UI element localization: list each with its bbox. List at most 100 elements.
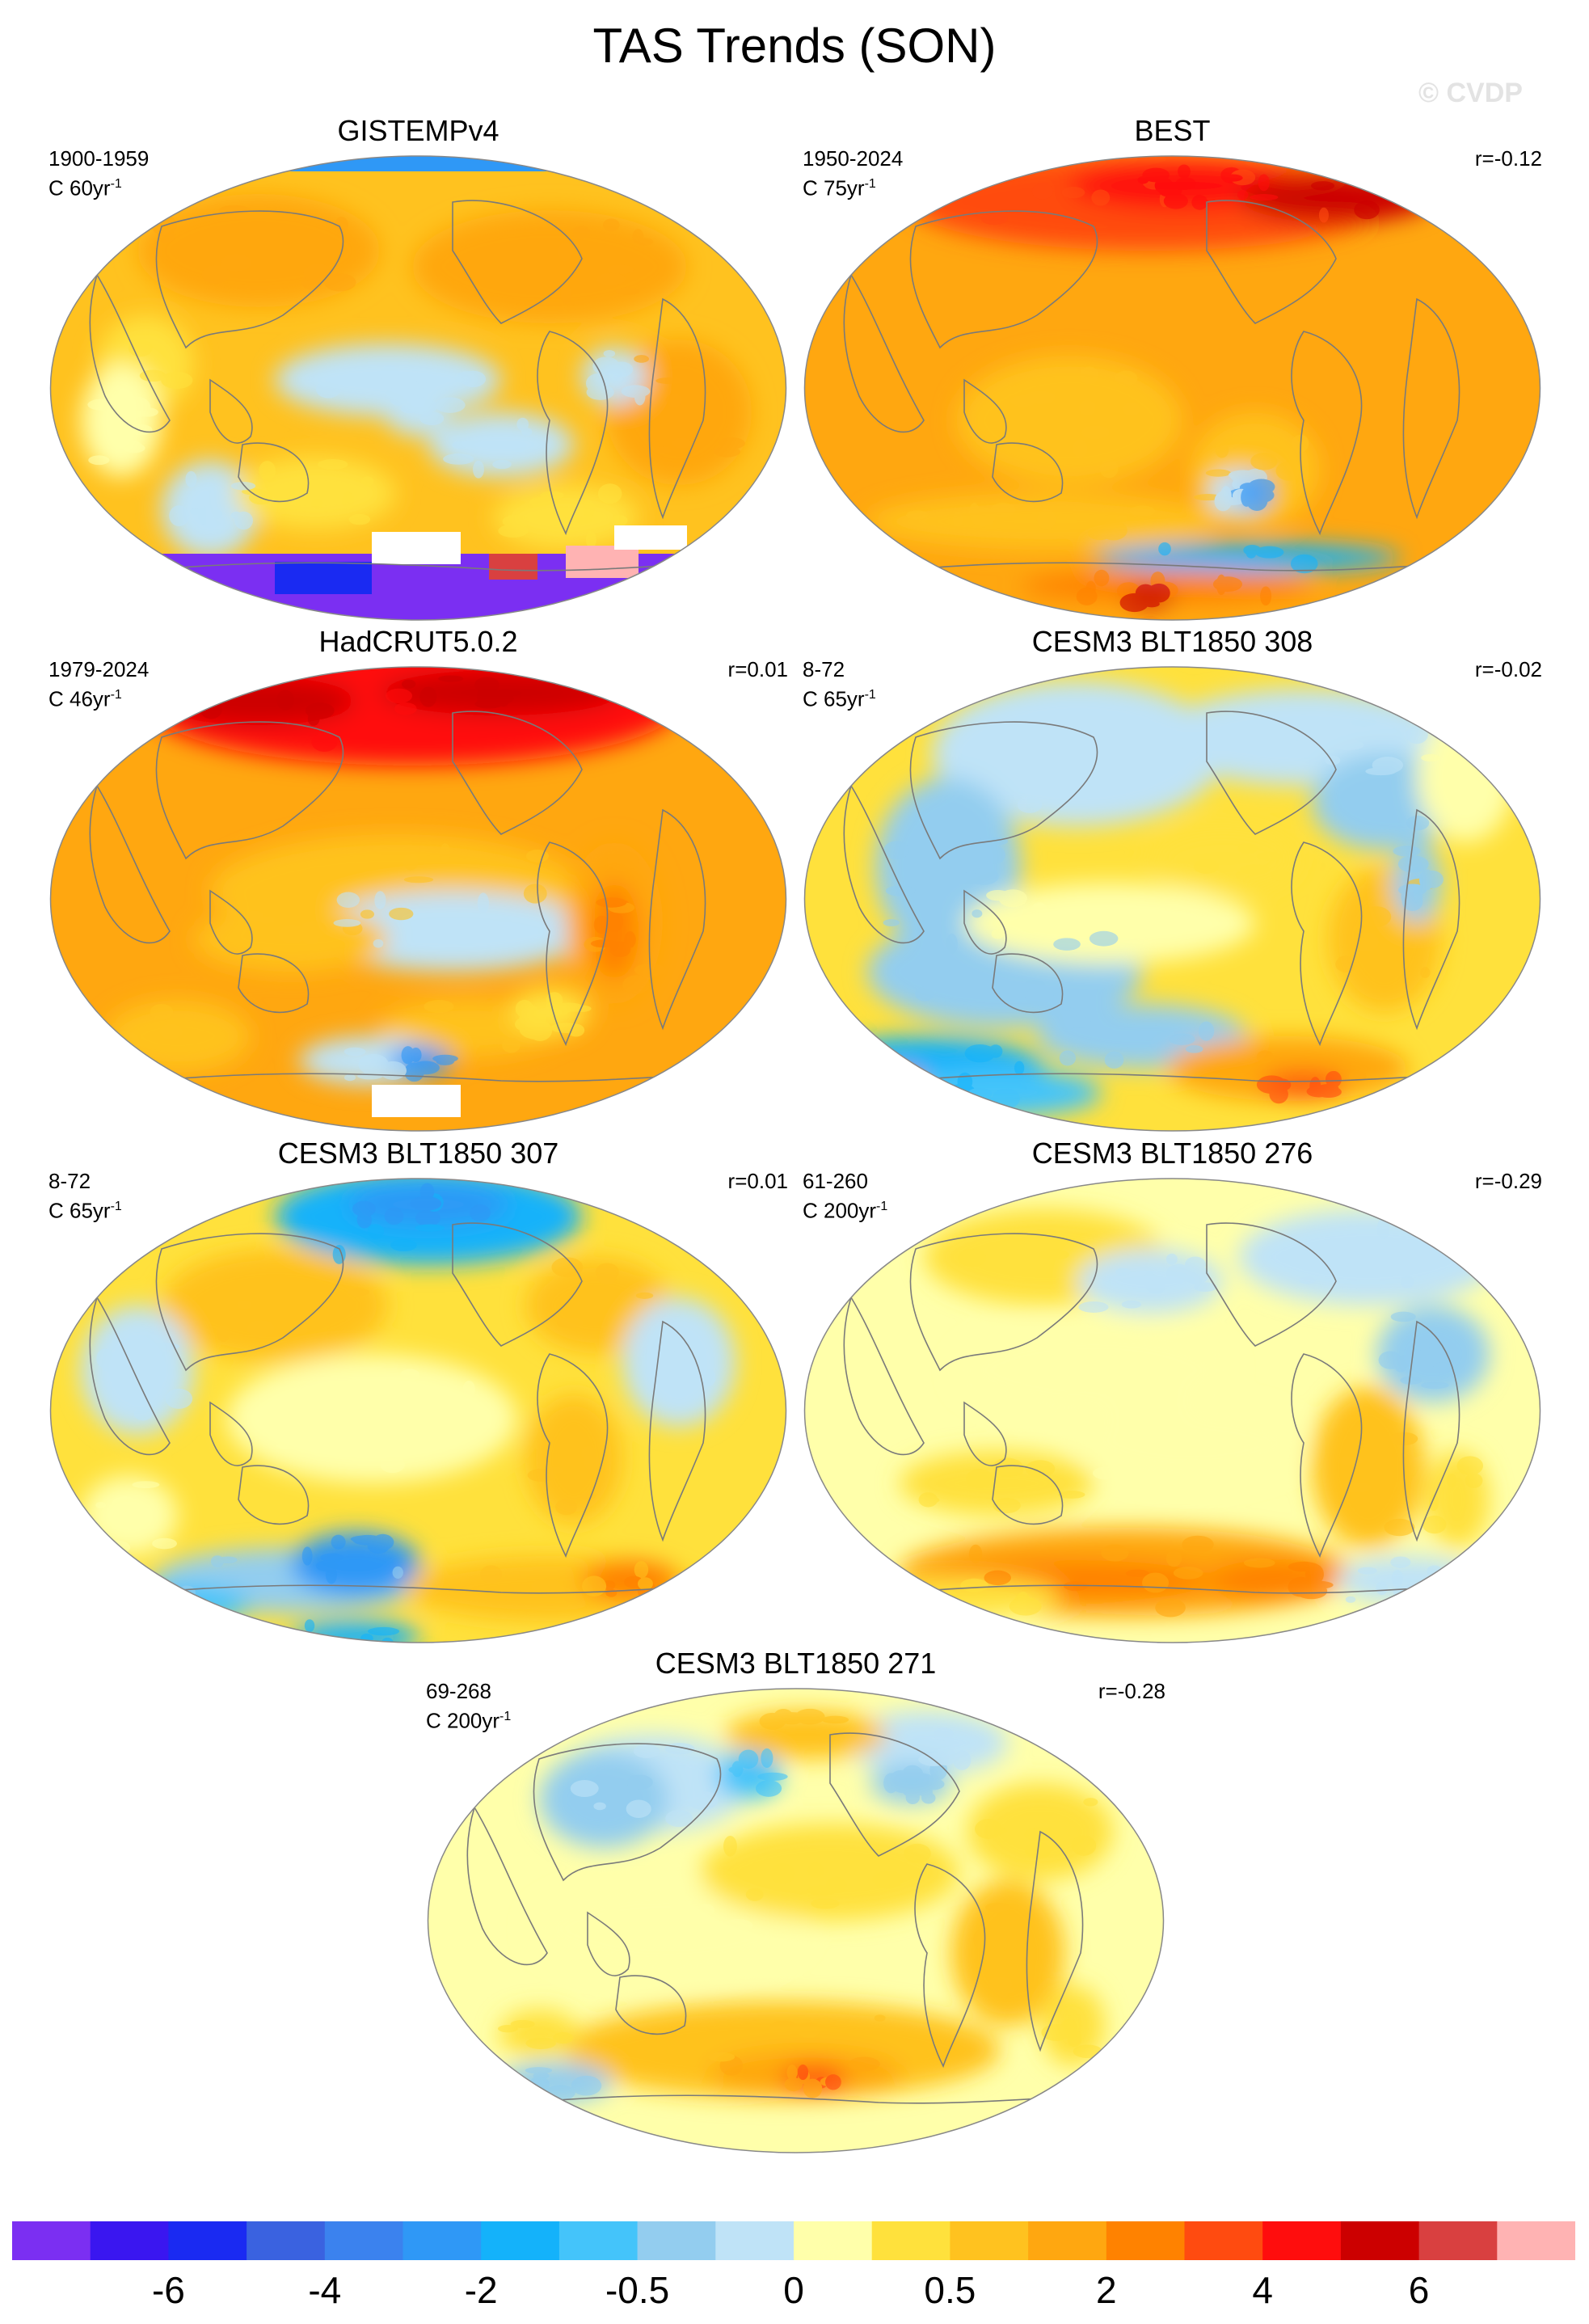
- trend-speckle: [1268, 1077, 1284, 1098]
- trend-speckle: [966, 1468, 993, 1489]
- colorbar: [12, 2221, 1575, 2260]
- map-field: [804, 667, 1541, 1131]
- trend-speckle: [593, 1802, 606, 1811]
- trend-speckle: [311, 732, 338, 752]
- panel-title: BEST: [1134, 114, 1211, 147]
- trend-speckle: [400, 1369, 420, 1381]
- trend-speckle: [1115, 514, 1128, 523]
- trend-speckle: [1220, 486, 1232, 507]
- trend-speckle: [980, 213, 1008, 226]
- trend-speckle: [560, 286, 572, 305]
- map-field: [804, 1179, 1541, 1643]
- panel-title: HadCRUT5.0.2: [318, 625, 518, 658]
- coastline: [1206, 711, 1337, 835]
- trend-region: [315, 891, 590, 972]
- trend-speckle: [415, 1209, 441, 1227]
- trend-speckle: [525, 2037, 556, 2050]
- trend-speckle: [1123, 402, 1140, 416]
- trend-speckle: [318, 459, 348, 470]
- panel-title: CESM3 BLT1850 276: [1031, 1137, 1313, 1170]
- trend-speckle: [1325, 1070, 1342, 1088]
- colorbar-swatch: [871, 2221, 950, 2260]
- trend-speckle: [1372, 757, 1404, 774]
- trend-speckle: [529, 497, 551, 508]
- trend-speckle: [357, 1072, 383, 1080]
- panel-title: CESM3 BLT1850 308: [1031, 625, 1313, 658]
- trend-speckle: [1009, 1596, 1042, 1616]
- trend-speckle: [1419, 1339, 1430, 1358]
- trend-speckle: [666, 393, 682, 407]
- colorbar-tick-label: -2: [464, 2269, 498, 2311]
- trend-speckle: [1243, 1558, 1275, 1568]
- trend-speckle: [217, 1325, 230, 1343]
- trend-speckle: [891, 1580, 920, 1589]
- trend-map: [49, 1178, 787, 1643]
- coastline: [963, 378, 1007, 444]
- trend-speckle: [247, 1320, 275, 1338]
- trend-speckle: [883, 841, 909, 859]
- coastline: [1291, 1353, 1363, 1558]
- coastline: [238, 1465, 310, 1525]
- trend-speckle: [1215, 441, 1229, 458]
- trend-speckle: [1119, 593, 1149, 613]
- trend-speckle: [1338, 955, 1354, 964]
- antarctic-warm-patch: [566, 546, 639, 578]
- trend-speckle: [1221, 174, 1243, 182]
- trend-speckle: [738, 1749, 759, 1769]
- map-border: [803, 666, 1541, 1132]
- trend-speckle: [596, 897, 627, 908]
- trend-speckle: [373, 938, 384, 948]
- trend-speckle: [1406, 726, 1428, 744]
- trend-speckle: [835, 1066, 863, 1083]
- trend-speckle: [278, 924, 306, 944]
- trend-speckle: [262, 946, 274, 961]
- trend-speckle: [1083, 1798, 1098, 1807]
- trend-speckle: [634, 388, 646, 406]
- trend-speckle: [1237, 189, 1249, 200]
- trend-speckle: [1118, 925, 1132, 938]
- trend-speckle: [525, 849, 549, 863]
- trend-speckle: [476, 686, 491, 707]
- trend-speckle: [220, 254, 252, 272]
- trend-speckle: [165, 1388, 193, 1409]
- trend-speckle: [1165, 1263, 1191, 1284]
- trend-speckle: [1310, 181, 1335, 191]
- trend-speckle: [900, 1070, 913, 1091]
- trend-speckle: [320, 1553, 344, 1562]
- trend-speckle: [781, 1716, 803, 1725]
- trend-speckle: [510, 2019, 535, 2029]
- trend-speckle: [1104, 1051, 1124, 1069]
- trend-speckle: [586, 667, 606, 670]
- panel-best: BEST 1950-2024 C 75yr-1 r=-0.12: [803, 113, 1542, 622]
- trend-speckle: [1384, 1518, 1415, 1537]
- trend-speckle: [189, 508, 201, 516]
- trend-speckle: [1073, 439, 1088, 458]
- coastline: [1206, 200, 1337, 324]
- trend-map: [803, 666, 1541, 1132]
- trend-speckle: [585, 530, 596, 548]
- trend-speckle: [567, 1023, 585, 1037]
- trend-speckle: [672, 437, 692, 449]
- map-field: [50, 667, 786, 1131]
- trend-speckle: [571, 2075, 602, 2096]
- trend-speckle: [276, 1441, 306, 1450]
- trend-speckle: [95, 1501, 107, 1508]
- trend-speckle: [497, 2024, 518, 2033]
- trend-speckle: [154, 1609, 180, 1626]
- panel-meta: 1979-2024 C 46yr-1: [48, 656, 149, 712]
- trend-speckle: [899, 1075, 915, 1091]
- coastline: [587, 1911, 630, 1976]
- map-field: [50, 1179, 786, 1643]
- trend-speckle: [1237, 842, 1258, 854]
- trend-speckle: [770, 1863, 795, 1884]
- trend-speckle: [786, 2065, 798, 2081]
- trend-speckle: [570, 1780, 599, 1798]
- trend-speckle: [957, 871, 980, 884]
- trend-speckle: [905, 1790, 920, 1805]
- trend-speckle: [234, 511, 253, 530]
- figure-title: TAS Trends (SON): [592, 19, 997, 73]
- trend-speckle: [990, 502, 1016, 517]
- trend-speckle: [1398, 1355, 1411, 1368]
- trend-speckle: [154, 1612, 183, 1628]
- trend-speckle: [964, 1044, 996, 1063]
